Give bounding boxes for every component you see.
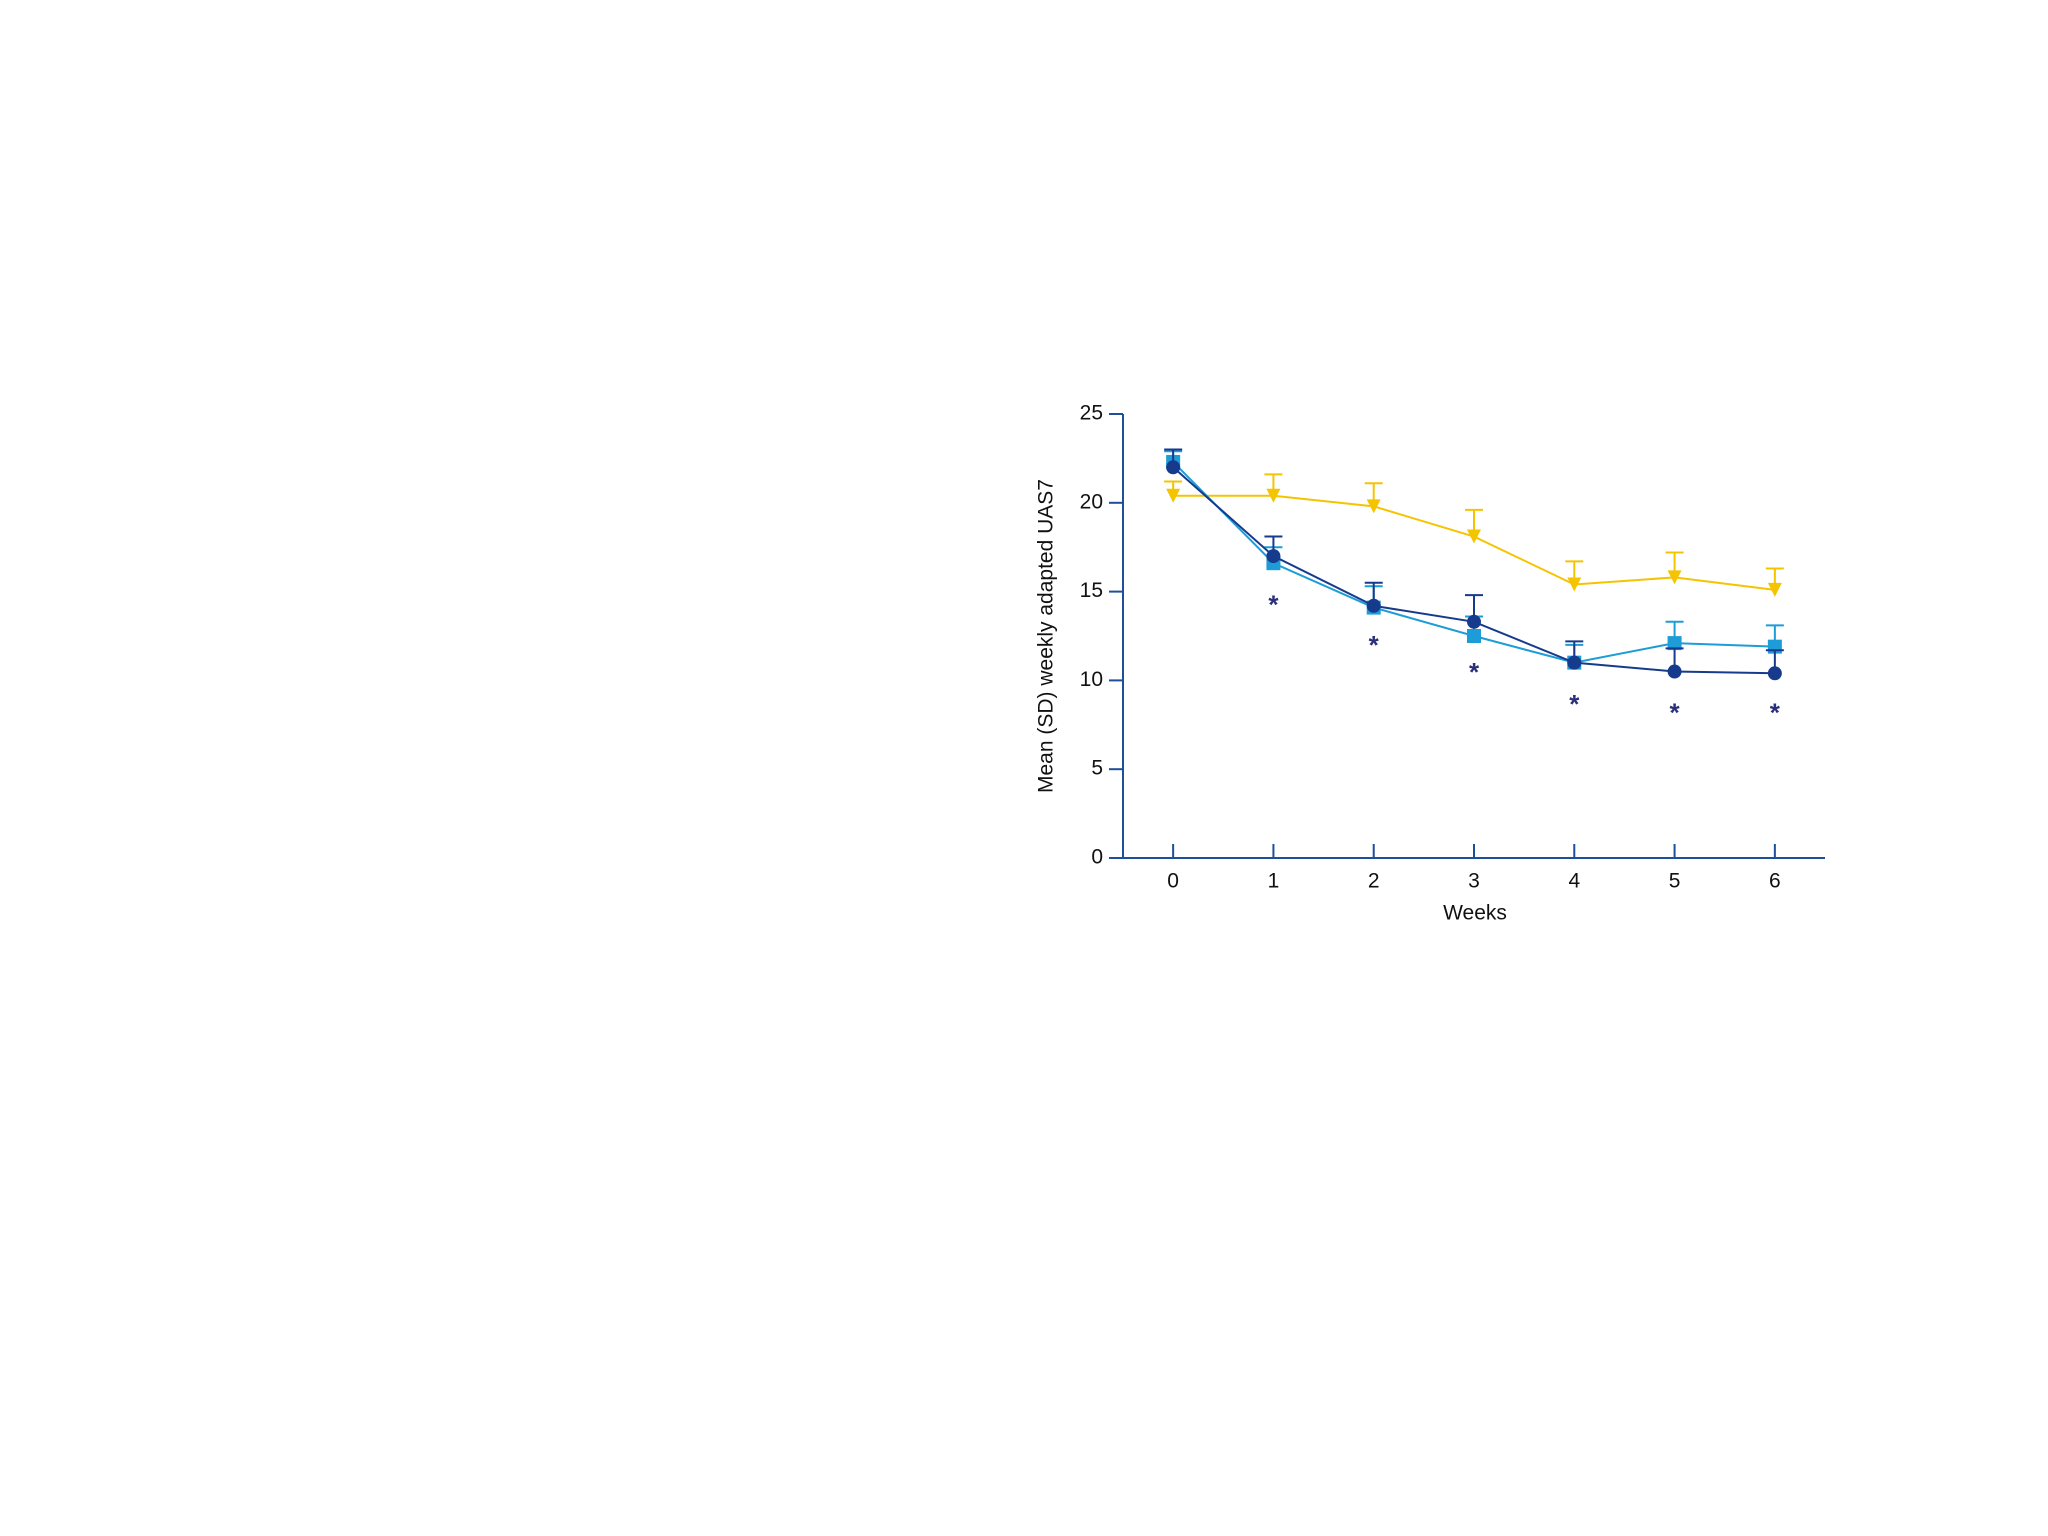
significance-marker: *	[1569, 689, 1580, 719]
marker	[1667, 664, 1682, 679]
marker	[1667, 570, 1682, 585]
y-tick-label: 10	[1080, 668, 1103, 691]
significance-marker: *	[1670, 698, 1681, 728]
marker	[1567, 655, 1582, 670]
x-tick-label: 1	[1268, 870, 1280, 893]
x-tick-label: 2	[1368, 870, 1380, 893]
x-tick-label: 6	[1769, 870, 1781, 893]
marker	[1166, 460, 1181, 475]
marker	[1467, 529, 1481, 544]
y-tick-label: 25	[1080, 402, 1103, 425]
marker	[1667, 636, 1682, 651]
significance-marker: *	[1770, 698, 1781, 728]
x-axis-title: Weeks	[1443, 902, 1507, 925]
significance-marker: *	[1369, 630, 1380, 660]
significance-marker: *	[1268, 589, 1279, 619]
marker	[1467, 614, 1481, 629]
x-tick-label: 4	[1568, 870, 1580, 893]
y-axis-title: Mean (SD) weekly adapted UAS7	[1035, 479, 1058, 793]
y-tick-label: 0	[1091, 846, 1103, 869]
marker	[1767, 582, 1782, 597]
marker	[1366, 499, 1381, 514]
marker	[1567, 577, 1582, 592]
marker	[1366, 598, 1381, 613]
y-tick-label: 15	[1080, 579, 1103, 602]
marker	[1767, 666, 1782, 681]
marker	[1166, 488, 1181, 503]
marker	[1266, 488, 1281, 503]
significance-marker: *	[1469, 657, 1480, 687]
marker	[1266, 549, 1281, 564]
y-tick-label: 5	[1091, 757, 1103, 780]
x-tick-label: 5	[1669, 870, 1681, 893]
marker	[1467, 629, 1481, 643]
y-tick-label: 20	[1080, 490, 1103, 513]
x-tick-label: 3	[1468, 870, 1480, 893]
x-tick-label: 0	[1167, 870, 1179, 893]
